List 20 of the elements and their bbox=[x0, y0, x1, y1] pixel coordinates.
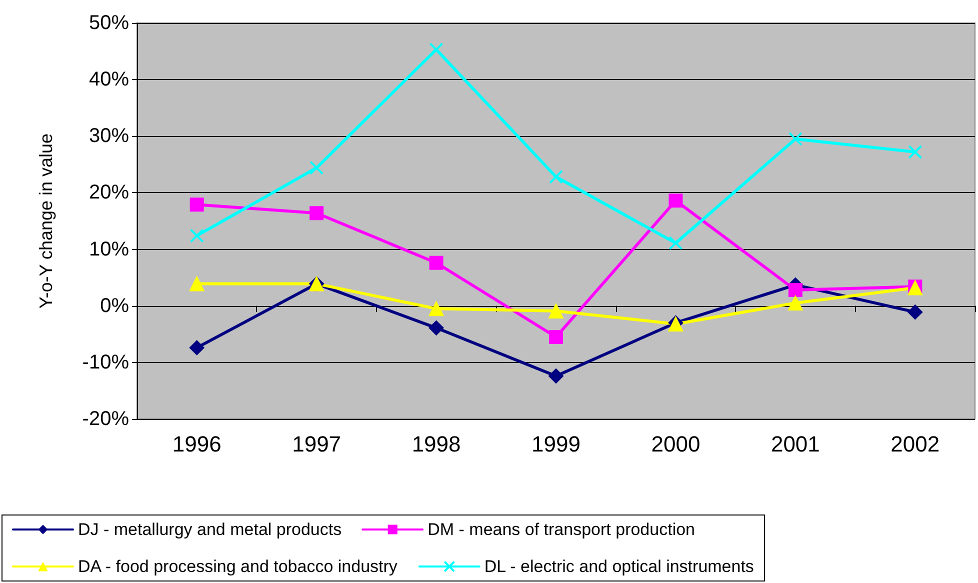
y-tick-label: -10% bbox=[82, 351, 130, 374]
legend-label: DA - food processing and tobacco industry bbox=[78, 557, 398, 576]
y-tick-label: 10% bbox=[88, 238, 130, 260]
legend-label: DM - means of transport production bbox=[428, 520, 696, 539]
x-tick-label: 2002 bbox=[890, 432, 940, 456]
x-tick-label: 2000 bbox=[651, 432, 700, 456]
y-axis-title: Y-o-Y change in value bbox=[36, 133, 56, 309]
y-tick-label: 30% bbox=[88, 125, 130, 148]
legend-label: DJ - metallurgy and metal products bbox=[78, 520, 342, 539]
y-tick-label: -20% bbox=[82, 408, 130, 430]
x-tick-label: 1996 bbox=[172, 432, 222, 456]
y-tick-label: 50% bbox=[88, 12, 130, 34]
y-tick-label: 20% bbox=[88, 182, 130, 204]
y-tick-label: 40% bbox=[88, 68, 130, 91]
x-tick-label: 1997 bbox=[292, 432, 342, 456]
y-tick-label: 0% bbox=[100, 294, 130, 317]
x-tick-label: 1999 bbox=[532, 432, 580, 456]
x-tick-label: 1998 bbox=[412, 432, 461, 456]
x-tick-label: 2001 bbox=[770, 432, 820, 456]
legend-label: DL - electric and optical instruments bbox=[484, 557, 754, 576]
